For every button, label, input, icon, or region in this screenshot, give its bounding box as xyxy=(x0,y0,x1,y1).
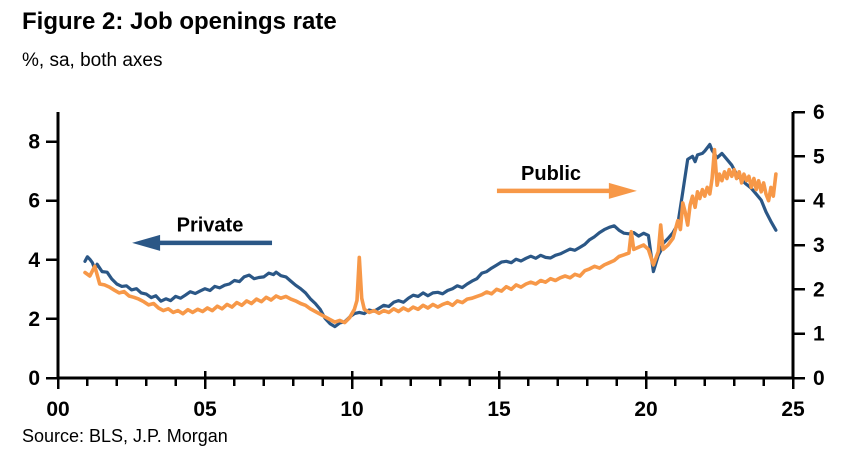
left-axis-tick-label: 4 xyxy=(28,249,40,272)
x-axis-tick-label: 05 xyxy=(193,398,217,421)
left-axis-tick-label: 6 xyxy=(28,190,40,213)
left-axis-tick-label: 2 xyxy=(28,308,40,331)
public-series-line xyxy=(83,147,778,325)
axis-units-subtitle: %, sa, both axes xyxy=(22,50,163,71)
page-title: Figure 2: Job openings rate xyxy=(22,8,337,35)
x-axis-tick-label: 15 xyxy=(487,398,511,421)
right-axis-tick-label: 3 xyxy=(813,234,825,257)
right-axis-tick-label: 1 xyxy=(813,323,825,346)
right-axis-tick-label: 2 xyxy=(813,278,825,301)
right-axis-tick-label: 0 xyxy=(813,367,825,390)
x-axis-tick-label: 25 xyxy=(781,398,805,421)
source-note: Source: BLS, J.P. Morgan xyxy=(22,426,228,446)
private-series-label: Private xyxy=(177,215,244,237)
x-axis-tick-label: 20 xyxy=(634,398,657,421)
right-axis-tick-label: 5 xyxy=(813,145,825,168)
right-axis-tick-label: 6 xyxy=(813,101,825,124)
left-axis-tick-label: 0 xyxy=(28,367,40,390)
left-axis-tick-label: 8 xyxy=(28,131,40,154)
private-series-line xyxy=(83,142,778,329)
private-arrow-head xyxy=(132,234,161,251)
public-series-label: Public xyxy=(521,163,581,185)
x-axis-tick-label: 00 xyxy=(46,398,69,421)
x-axis-tick-label: 10 xyxy=(340,398,363,421)
public-arrow-head xyxy=(608,182,637,199)
right-axis-tick-label: 4 xyxy=(813,190,825,213)
